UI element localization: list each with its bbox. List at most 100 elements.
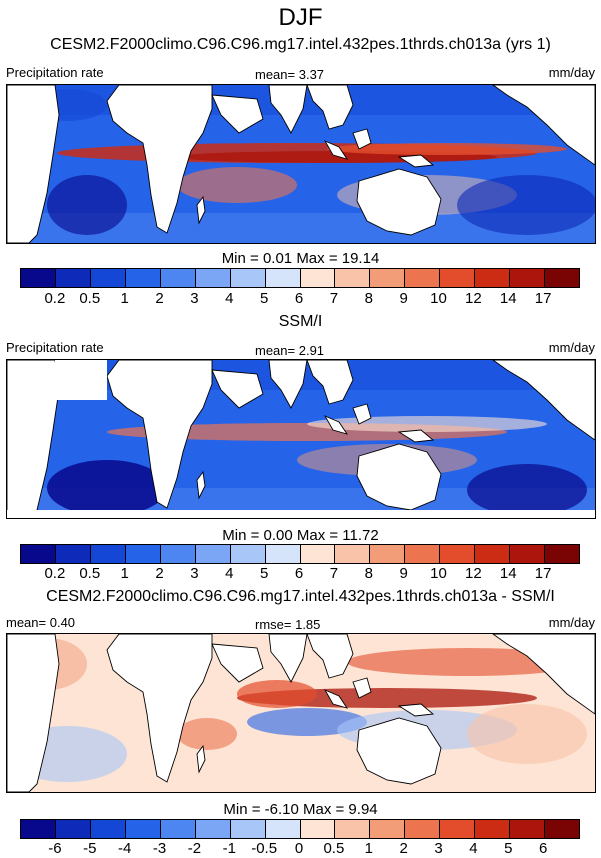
- colorbar-tick-label: -1: [222, 840, 236, 857]
- colorbar-tick-label: 12: [465, 565, 482, 582]
- colorbar-swatch: [21, 820, 56, 838]
- colorbar-swatch: [300, 545, 336, 563]
- panel2-units-label: mm/day: [548, 340, 595, 355]
- colorbar-swatch: [370, 820, 406, 838]
- colorbar-tick-label: 2: [155, 290, 164, 307]
- colorbar-swatch: [265, 820, 301, 838]
- colorbar-tick-label: 2: [155, 565, 164, 582]
- land-americaSouth: [7, 634, 60, 792]
- colorbar-tick-label: 17: [534, 290, 552, 307]
- panel1-map: [6, 84, 596, 244]
- land-australia: [356, 168, 442, 236]
- land-newGuinea: [397, 703, 435, 717]
- land-africa: [106, 360, 213, 509]
- colorbar-tick-label: 6: [538, 840, 548, 857]
- colorbar-swatch: [545, 269, 579, 287]
- colorbar-tick-label: 0.5: [79, 290, 101, 307]
- land-newGuinea: [397, 429, 435, 443]
- colorbar-swatch: [230, 269, 266, 287]
- colorbar-swatch: [21, 545, 56, 563]
- land-sumatra: [323, 689, 349, 709]
- colorbar-swatch: [370, 545, 406, 563]
- colorbar-swatch: [55, 820, 91, 838]
- colorbar-tick-label: 9: [399, 565, 408, 582]
- land-asia: [306, 634, 354, 679]
- colorbar-tick-label: 0.2: [44, 290, 66, 307]
- panel3-mean-label: mean= 0.40: [6, 615, 76, 630]
- land-borneo: [352, 403, 372, 425]
- colorbar-swatch: [90, 820, 126, 838]
- panel2-colorbar: [20, 544, 580, 564]
- colorbar-swatch: [440, 820, 476, 838]
- colorbar-tick-label: -3: [152, 840, 167, 857]
- land-asia: [306, 85, 354, 130]
- colorbar-tick-label: 5: [259, 565, 269, 582]
- colorbar-swatch: [405, 820, 441, 838]
- colorbar-tick-label: 0.5: [79, 565, 101, 582]
- land-americaNorth: [492, 634, 595, 715]
- panel3-rmse-label: rmse= 1.85: [255, 617, 321, 632]
- colorbar-swatch: [300, 820, 336, 838]
- land-india: [268, 634, 308, 683]
- colorbar-tick-label: -6: [48, 840, 62, 857]
- colorbar-swatch: [90, 545, 126, 563]
- colorbar-tick-label: 3: [190, 565, 199, 582]
- panel1-colorbar-ticks: 0.2 0.5 1 2 3 4 5 6 7 8 9 10 12 14 17: [20, 290, 578, 308]
- land-americaNorth: [492, 85, 595, 166]
- colorbar-tick-label: 10: [430, 290, 447, 307]
- panel3-min-max: Min = -6.10 Max = 9.94: [223, 801, 378, 818]
- colorbar-tick-label: -4: [117, 840, 132, 857]
- colorbar-tick-label: 7: [329, 290, 339, 307]
- land-borneo: [352, 677, 372, 699]
- colorbar-swatch: [440, 269, 476, 287]
- colorbar-tick-label: 17: [534, 565, 552, 582]
- colorbar-tick-label: 10: [430, 565, 447, 582]
- colorbar-swatch: [125, 269, 161, 287]
- colorbar-tick-label: 3: [434, 840, 443, 857]
- colorbar-tick-label: 3: [190, 290, 199, 307]
- land-india: [268, 85, 308, 134]
- panel2-map: [6, 359, 596, 519]
- colorbar-tick-label: 4: [469, 840, 478, 857]
- colorbar-swatch: [125, 820, 161, 838]
- panel3-colorbar-ticks: -6 -5 -4 -3 -2 -1 -0.5 0 0.5 1 2 3 4 5 6: [20, 840, 578, 858]
- colorbar-swatch: [21, 269, 56, 287]
- colorbar-swatch: [265, 269, 301, 287]
- panel1-variable-label: Precipitation rate: [6, 65, 104, 80]
- colorbar-swatch: [125, 545, 161, 563]
- season-title: DJF: [278, 4, 323, 31]
- colorbar-tick-label: 5: [504, 840, 513, 857]
- panel1-colorbar: [20, 268, 580, 288]
- panel3-colorbar: [20, 819, 580, 839]
- colorbar-tick-label: 0.2: [44, 565, 66, 582]
- colorbar-tick-label: 0.5: [323, 840, 345, 857]
- colorbar-tick-label: 0: [294, 840, 304, 857]
- colorbar-swatch: [195, 545, 231, 563]
- colorbar-swatch: [545, 545, 579, 563]
- land-arabia: [211, 369, 264, 409]
- land-borneo: [352, 128, 372, 150]
- colorbar-swatch: [510, 545, 546, 563]
- land-africa: [106, 634, 213, 783]
- panel2-variable-label: Precipitation rate: [6, 340, 104, 355]
- land-americaNorth: [492, 360, 595, 441]
- land-sumatra: [323, 415, 349, 435]
- land-australia: [356, 443, 442, 511]
- colorbar-swatch: [230, 545, 266, 563]
- panel2-title: SSM/I: [278, 313, 323, 330]
- land-madagascar: [196, 744, 206, 774]
- colorbar-swatch: [55, 269, 91, 287]
- land-madagascar: [196, 470, 206, 500]
- colorbar-tick-label: 8: [364, 290, 373, 307]
- colorbar-swatch: [545, 820, 579, 838]
- panel1-mean-label: mean= 3.37: [255, 67, 325, 82]
- land-madagascar: [196, 195, 206, 225]
- colorbar-tick-label: 12: [465, 290, 482, 307]
- colorbar-tick-label: 6: [294, 290, 304, 307]
- colorbar-swatch: [230, 820, 266, 838]
- colorbar-tick-label: 5: [259, 290, 269, 307]
- colorbar-tick-label: 1: [120, 565, 129, 582]
- colorbar-tick-label: 4: [225, 565, 234, 582]
- panel1-title: CESM2.F2000climo.C96.C96.mg17.intel.432p…: [50, 36, 551, 53]
- panel1-min-max: Min = 0.01 Max = 19.14: [221, 250, 380, 267]
